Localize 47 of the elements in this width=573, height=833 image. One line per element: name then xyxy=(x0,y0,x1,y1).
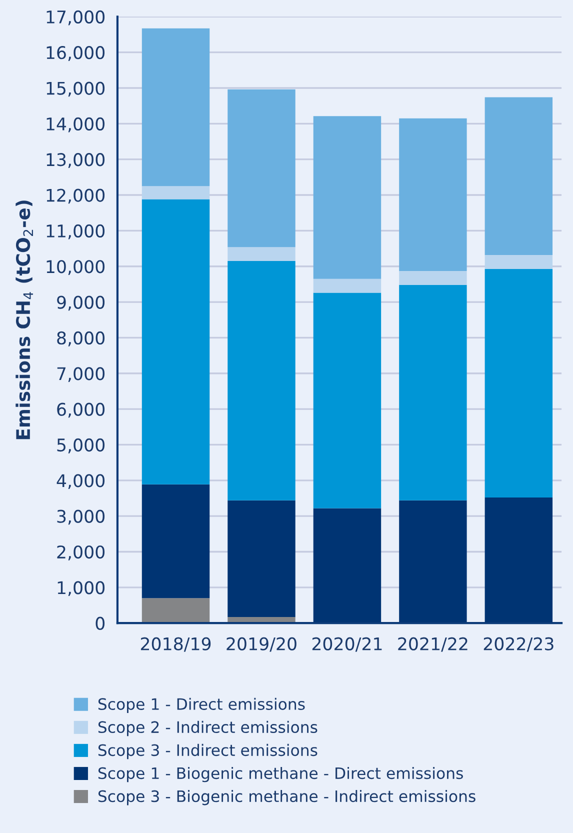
bar xyxy=(399,271,467,285)
bar xyxy=(142,186,210,200)
y-tick-label: 11,000 xyxy=(46,224,105,240)
bar xyxy=(228,261,296,500)
x-tick-label: 2020/21 xyxy=(312,637,382,652)
y-tick-label: 1,000 xyxy=(58,581,105,596)
x-tick-label: 2022/23 xyxy=(484,637,554,652)
y-tick-label: 4,000 xyxy=(56,474,105,490)
bar xyxy=(484,97,553,255)
y-tick-label: 0 xyxy=(96,616,105,630)
bar xyxy=(142,484,210,598)
legend-label: Scope 1 - Biogenic methane - Direct emissions xyxy=(98,766,463,782)
y-axis-title: Emissions CH$_{4}$ (tCO$_{2}$-e) xyxy=(16,200,33,440)
y-tick-label: 15,000 xyxy=(46,82,105,97)
y-tick-label: 14,000 xyxy=(46,117,105,132)
legend-label: Scope 2 - Indirect emissions xyxy=(98,720,318,736)
y-tick-label: 3,000 xyxy=(57,510,105,525)
legend-label: Scope 1 - Direct emissions xyxy=(98,698,305,714)
y-tick-label: 5,000 xyxy=(57,438,105,454)
bar xyxy=(399,118,467,271)
x-tick-label: 2018/19 xyxy=(140,637,211,652)
bar xyxy=(228,247,296,262)
y-tick-label: 9,000 xyxy=(57,296,105,311)
bar xyxy=(313,116,382,279)
bar xyxy=(228,500,296,618)
y-tick-label: 12,000 xyxy=(46,188,105,204)
y-tick-label: 17,000 xyxy=(46,10,105,26)
bar xyxy=(142,28,210,186)
y-tick-label: 7,000 xyxy=(57,367,105,382)
x-tick-label: 2021/22 xyxy=(398,637,468,652)
x-tick-label: 2019/20 xyxy=(226,637,296,652)
legend-label: Scope 3 - Indirect emissions xyxy=(98,744,318,760)
y-tick-label: 8,000 xyxy=(57,331,105,346)
bar xyxy=(228,89,296,248)
bar xyxy=(399,284,467,500)
y-tick-label: 10,000 xyxy=(46,260,105,275)
bar xyxy=(484,254,553,269)
legend-label: Scope 3 - Biogenic methane - Indirect emissions xyxy=(98,790,476,806)
bar xyxy=(313,278,382,293)
y-tick-label: 6,000 xyxy=(57,402,105,418)
bar xyxy=(142,199,210,484)
bar xyxy=(484,268,553,498)
y-tick-label: 2,000 xyxy=(57,545,105,560)
bar xyxy=(142,598,210,624)
y-tick-label: 13,000 xyxy=(46,153,105,168)
bar xyxy=(313,292,382,508)
y-tick-label: 16,000 xyxy=(46,46,105,61)
